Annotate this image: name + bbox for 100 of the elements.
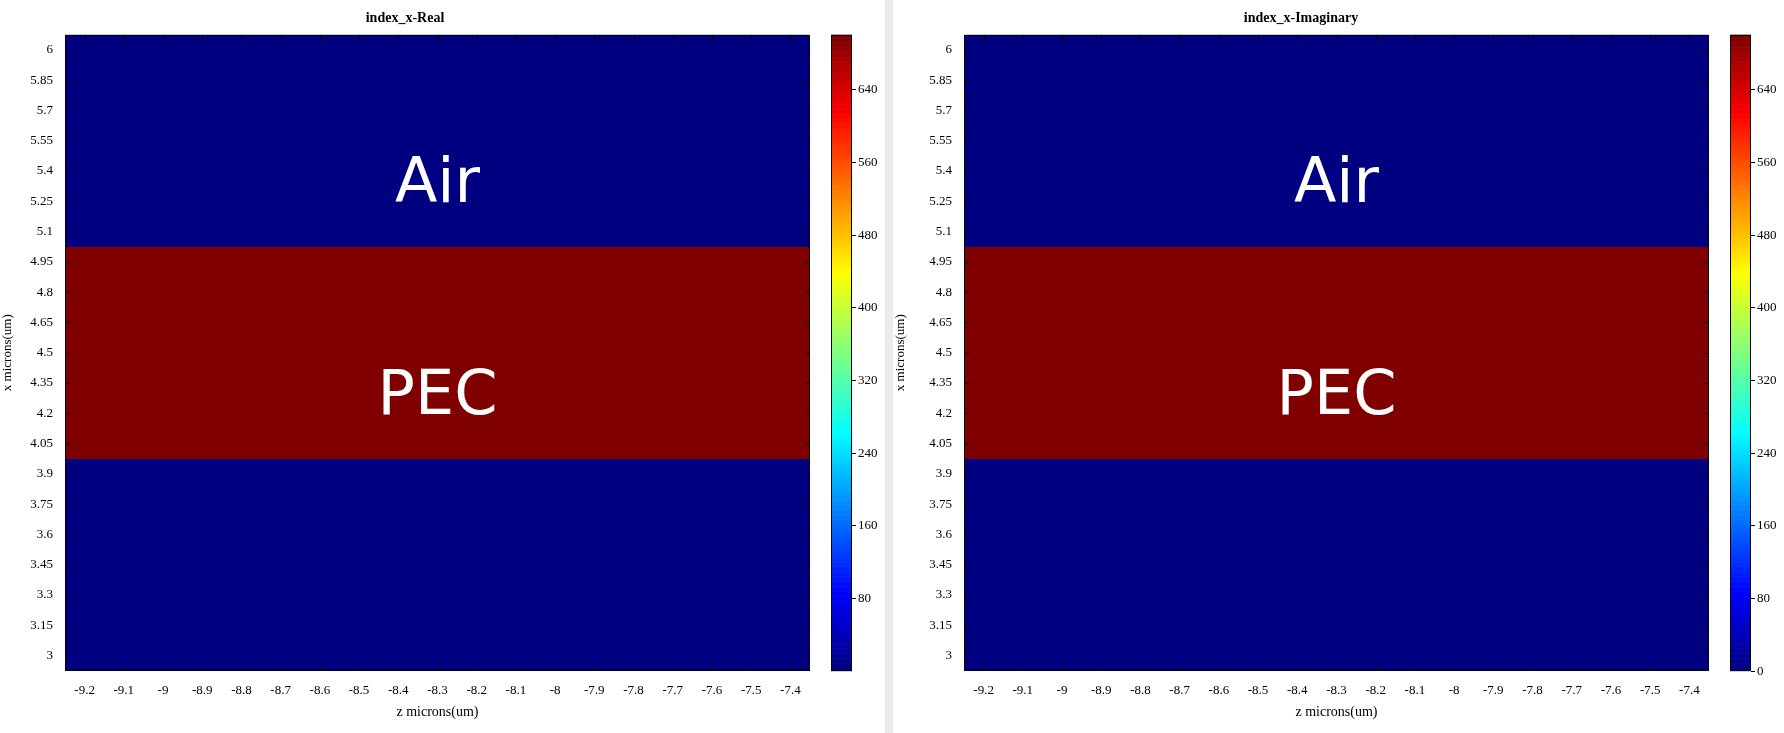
y-tick-label: 4.8 (935, 283, 952, 299)
x-tick-label: -7.8 (1522, 681, 1543, 697)
y-tick-label: 4.05 (929, 434, 952, 450)
x-tick-label: -8.6 (309, 681, 331, 697)
color-bar-label: 240 (858, 444, 878, 460)
y-tick-label: 4.05 (30, 434, 53, 450)
color-bar-label: 560 (858, 153, 878, 169)
x-tick-label: -9 (157, 681, 169, 697)
color-bar-label: 400 (1757, 298, 1777, 314)
x-tick-label: -9.1 (113, 681, 135, 697)
y-tick-label: 4.5 (36, 344, 53, 360)
annotation: PEC (1276, 356, 1397, 430)
x-tick-label: -8.8 (231, 681, 252, 697)
y-tick-label: 5.7 (935, 101, 953, 117)
chart-title: index_x-Real (365, 10, 445, 26)
x-tick-label: -9 (1056, 681, 1068, 697)
x-tick-label: -9.1 (1012, 681, 1034, 697)
x-tick-label: -8.6 (1208, 681, 1230, 697)
color-bar-label: 240 (1757, 444, 1777, 460)
y-tick-label: 3.3 (36, 586, 53, 602)
x-tick-label: -8.7 (270, 681, 292, 697)
x-tick-label: -8.1 (505, 681, 527, 697)
x-tick-label: -9.2 (973, 681, 994, 697)
x-tick-label: -8.3 (1326, 681, 1347, 697)
annotation: PEC (377, 356, 498, 430)
y-tick-label: 4.35 (929, 374, 952, 390)
y-axis-title: x microns(um) (0, 314, 15, 392)
y-tick-label: 5.55 (929, 132, 952, 148)
x-tick-label: -7.7 (662, 681, 684, 697)
color-bar-label: 320 (1757, 371, 1777, 387)
y-tick-label: 5.25 (929, 192, 952, 208)
x-tick-label: -7.9 (1483, 681, 1504, 697)
y-tick-label: 5.4 (36, 162, 54, 178)
x-tick-label: -9.2 (74, 681, 95, 697)
y-tick-label: 6 (945, 41, 953, 57)
color-bar-label: 160 (858, 516, 878, 532)
y-tick-label: 5.7 (36, 101, 54, 117)
x-tick-label: -8.2 (466, 681, 488, 697)
y-tick-label: 3.45 (30, 556, 53, 572)
y-tick-label: 3.9 (36, 465, 53, 481)
y-tick-label: 3.45 (929, 556, 952, 572)
x-tick-label: -8.7 (1169, 681, 1191, 697)
x-tick-label: -8.9 (1090, 681, 1112, 697)
x-tick-label: -7.9 (584, 681, 605, 697)
y-tick-label: 4.5 (935, 344, 952, 360)
color-bar-label: 80 (858, 589, 871, 605)
color-bar-label: 0 (1757, 662, 1764, 678)
y-tick-label: 5.1 (36, 223, 53, 239)
x-tick-label: -7.4 (1679, 681, 1701, 697)
x-tick-label: -7.8 (623, 681, 644, 697)
x-tick-label: -8.3 (427, 681, 448, 697)
x-tick-label: -8.2 (1365, 681, 1387, 697)
x-tick-label: -7.4 (780, 681, 802, 697)
y-tick-label: 5.4 (935, 162, 953, 178)
y-tick-label: 3.15 (929, 616, 952, 632)
x-tick-label: -8 (549, 681, 561, 697)
y-tick-label: 3.75 (929, 495, 952, 511)
y-tick-label: 3 (46, 646, 53, 662)
x-tick-label: -8 (1448, 681, 1460, 697)
y-tick-label: 5.55 (30, 132, 53, 148)
y-tick-label: 4.2 (36, 404, 53, 420)
color-bar-label: 560 (1757, 153, 1777, 169)
x-tick-label: -7.5 (740, 681, 762, 697)
chart-title: index_x-Imaginary (1243, 10, 1359, 26)
y-tick-label: 4.65 (929, 313, 952, 329)
x-axis-title: z microns(um) (396, 704, 479, 721)
y-tick-label: 4.95 (30, 253, 53, 269)
y-tick-label: 4.8 (36, 283, 53, 299)
x-tick-label: -8.5 (1247, 681, 1269, 697)
y-tick-label: 4.35 (30, 374, 53, 390)
x-tick-label: -7.6 (701, 681, 723, 697)
y-tick-label: 3.6 (36, 525, 54, 541)
y-tick-label: 3.75 (30, 495, 53, 511)
x-axis-title: z microns(um) (1295, 704, 1378, 721)
y-tick-label: 3.9 (935, 465, 952, 481)
y-tick-label: 5.85 (30, 71, 53, 87)
y-tick-label: 4.2 (935, 404, 952, 420)
y-tick-label: 5.25 (30, 192, 53, 208)
x-tick-label: -8.5 (348, 681, 370, 697)
y-tick-label: 5.1 (935, 223, 952, 239)
x-tick-label: -7.7 (1561, 681, 1583, 697)
color-bar-label: 480 (1757, 226, 1777, 242)
y-tick-label: 4.95 (929, 253, 952, 269)
x-tick-label: -8.4 (387, 681, 410, 697)
y-tick-label: 3.15 (30, 616, 53, 632)
color-bar-label: 400 (858, 298, 878, 314)
y-tick-label: 6 (46, 41, 54, 57)
x-tick-label: -7.6 (1600, 681, 1622, 697)
color-bar-label: 480 (858, 226, 878, 242)
color-bar-label: 640 (858, 80, 878, 96)
y-tick-label: 4.65 (30, 313, 53, 329)
annotation: Air (1293, 144, 1380, 218)
x-tick-label: -8.8 (1130, 681, 1151, 697)
color-bar-label: 320 (858, 371, 878, 387)
x-tick-label: -8.1 (1404, 681, 1426, 697)
y-tick-label: 3.3 (935, 586, 952, 602)
annotation: Air (394, 144, 481, 218)
x-tick-label: -8.4 (1286, 681, 1309, 697)
x-tick-label: -8.9 (191, 681, 213, 697)
y-axis-title: x microns(um) (892, 314, 908, 392)
